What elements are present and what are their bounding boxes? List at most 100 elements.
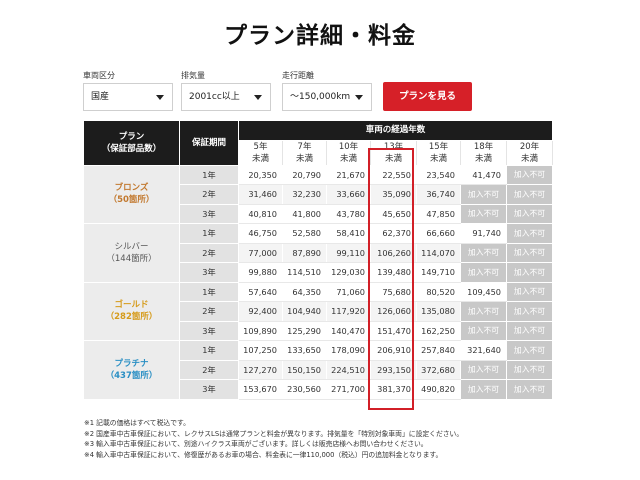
unavailable-cell: 加入不可 <box>505 320 554 341</box>
chevron-down-icon <box>254 95 262 100</box>
period-cell: 1年 <box>179 164 239 185</box>
year-header-line1: 20年 <box>519 141 540 152</box>
displacement-select[interactable]: 2001cc以上 <box>181 83 271 111</box>
price-cell: 129,030 <box>326 262 371 283</box>
price-cell: 87,890 <box>282 242 327 263</box>
table-row: 3年 40,810 41,800 43,780 45,650 47,850 加入不可 加入不可 <box>84 203 554 224</box>
year-header-line2: 未満 <box>251 153 269 164</box>
footnote: ※2 国産車中古車保証において、レクサスLSは通常プランと料金が異なります。排気… <box>84 429 464 438</box>
year-header-line2: 未満 <box>521 153 539 164</box>
price-cell: 150,150 <box>282 359 327 380</box>
vehicle-class-select[interactable]: 国産 <box>83 83 173 111</box>
displacement-value: 2001cc以上 <box>189 92 240 102</box>
price-cell: 92,400 <box>238 301 283 322</box>
price-cell: 271,700 <box>326 379 371 400</box>
price-cell: 36,740 <box>416 184 461 205</box>
price-cell: 153,670 <box>238 379 283 400</box>
price-cell: 106,260 <box>370 242 417 263</box>
table-row: プラチナ （437箇所） 1年 107,250 133,650 178,090 206,91… <box>83 340 554 400</box>
period-cell: 2年 <box>179 301 239 322</box>
displacement-filter: 排気量 2001cc以上 <box>181 70 271 111</box>
price-cell: 107,250 <box>238 340 283 361</box>
price-cell: 178,090 <box>326 340 371 361</box>
period-cell: 1年 <box>179 340 239 361</box>
plan-name-cell: ブロンズ （50箇所） <box>83 164 180 224</box>
price-cell: 99,880 <box>238 262 283 283</box>
year-header-line1: 7年 <box>297 141 312 152</box>
unavailable-cell: 加入不可 <box>505 242 554 263</box>
vehicle-class-value: 国産 <box>91 92 110 102</box>
mileage-filter: 走行距離 〜150,000km <box>282 70 372 111</box>
year-header-cell: 5年 未満 <box>238 139 283 166</box>
show-plans-button[interactable]: プランを見る <box>383 82 472 111</box>
table-row: 2年 92,400 104,940 117,920 126,060 135,080 加入不可… <box>84 301 554 322</box>
plan-parts-count: （50箇所） <box>108 195 155 206</box>
table-row: ブロンズ （50箇所） 1年 20,350 20,790 21,670 22,550 23,5… <box>83 164 554 224</box>
price-cell: 162,250 <box>416 320 461 341</box>
unavailable-cell: 加入不可 <box>460 320 507 341</box>
price-cell: 140,470 <box>326 320 371 341</box>
price-cell: 71,060 <box>326 281 371 302</box>
price-cell: 114,510 <box>282 262 327 283</box>
price-cell: 104,940 <box>282 301 327 322</box>
unavailable-cell: 加入不可 <box>460 184 507 205</box>
year-header-line1: 18年 <box>473 141 494 152</box>
year-header-line2: 未満 <box>384 153 402 164</box>
year-header-row: 5年 未満 7年 未満 10年 未満 13年 未満 15年 未満 18年 未満 20年 未満 <box>84 139 554 166</box>
price-cell: 32,230 <box>282 184 327 205</box>
years-header: 車両の経過年数 <box>237 120 554 141</box>
period-cell: 1年 <box>179 223 239 244</box>
table-row: 2年 127,270 150,150 224,510 293,150 372,680 加入不… <box>84 359 554 380</box>
price-cell: 47,850 <box>416 203 461 224</box>
price-cell: 109,450 <box>460 281 507 302</box>
price-cell: 33,660 <box>326 184 371 205</box>
plan-name: シルバー <box>114 241 149 252</box>
price-cell: 77,000 <box>238 242 283 263</box>
price-cell: 139,480 <box>370 262 417 283</box>
table-row: シルバー （144箇所） 1年 46,750 52,580 58,410 62,370 66,… <box>83 223 554 283</box>
plan-parts-count: （144箇所） <box>106 253 157 264</box>
unavailable-cell: 加入不可 <box>460 262 507 283</box>
price-cell: 257,840 <box>416 340 461 361</box>
chevron-down-icon <box>355 95 363 100</box>
page-title: プラン詳細・料金 <box>224 23 416 49</box>
plan-name-cell: ゴールド （282箇所） <box>83 281 180 341</box>
price-cell: 135,080 <box>416 301 461 322</box>
period-header: 保証期間 <box>179 120 239 166</box>
price-table: プラン （保証部品数） 保証期間 車両の経過年数 5年 未満 7年 未満 10年 未満 13… <box>83 120 554 400</box>
year-header-line2: 未満 <box>474 153 492 164</box>
price-cell: 22,550 <box>370 164 417 185</box>
price-table-body: ブロンズ （50箇所） 1年 20,350 20,790 21,670 22,550 23,5… <box>83 164 554 400</box>
price-cell: 321,640 <box>460 340 507 361</box>
price-cell: 40,810 <box>238 203 283 224</box>
table-row: 3年 99,880 114,510 129,030 139,480 149,710 加入不可… <box>84 262 554 283</box>
unavailable-cell: 加入不可 <box>460 203 507 224</box>
plan-name-cell: シルバー （144箇所） <box>83 223 180 283</box>
chevron-down-icon <box>156 95 164 100</box>
year-header-cell: 7年 未満 <box>282 139 327 166</box>
mileage-select[interactable]: 〜150,000km <box>282 83 372 111</box>
price-cell: 21,670 <box>326 164 371 185</box>
period-cell: 2年 <box>179 184 239 205</box>
price-cell: 41,800 <box>282 203 327 224</box>
period-cell: 2年 <box>179 359 239 380</box>
plan-name: ゴールド <box>114 300 149 311</box>
price-cell: 151,470 <box>370 320 417 341</box>
plan-header-line2: （保証部品数） <box>101 143 162 154</box>
unavailable-cell: 加入不可 <box>460 242 507 263</box>
unavailable-cell: 加入不可 <box>505 340 554 361</box>
table-row: 3年 109,890 125,290 140,470 151,470 162,250 加入不… <box>84 320 554 341</box>
price-cell: 91,740 <box>460 223 507 244</box>
displacement-label: 排気量 <box>181 71 205 80</box>
year-header-line2: 未満 <box>339 153 357 164</box>
price-cell: 230,560 <box>282 379 327 400</box>
footnote: ※3 輸入車中古車保証において、別途ハイクラス車両がございます。詳しくは販売店様… <box>84 440 428 449</box>
price-cell: 149,710 <box>416 262 461 283</box>
price-cell: 109,890 <box>238 320 283 341</box>
year-header-line1: 15年 <box>428 141 449 152</box>
plan-name: プラチナ <box>114 358 149 369</box>
price-cell: 75,680 <box>370 281 417 302</box>
price-cell: 490,820 <box>416 379 461 400</box>
unavailable-cell: 加入不可 <box>505 164 554 185</box>
price-cell: 20,350 <box>238 164 283 185</box>
